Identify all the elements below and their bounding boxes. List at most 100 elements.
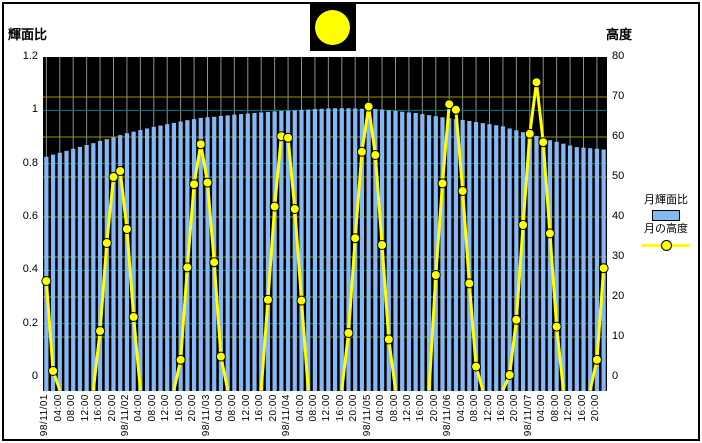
bar: [547, 140, 553, 391]
bar: [440, 117, 445, 392]
bar: [453, 119, 459, 391]
altitude-marker: [101, 238, 112, 248]
x-axis-label: 12:00: [482, 394, 494, 422]
altitude-line: [501, 82, 565, 391]
altitude-marker: [524, 128, 535, 139]
altitude-marker: [189, 179, 200, 190]
bar: [259, 112, 264, 391]
bar: [218, 115, 224, 391]
bar: [285, 110, 291, 391]
x-axis-label: 16:00: [173, 394, 185, 422]
left-axis-tick-label: 0.6: [22, 210, 38, 222]
x-axis-label: 08:00: [307, 394, 319, 422]
x-axis-label: 98/11/03: [200, 394, 212, 437]
bar: [494, 125, 499, 392]
left-axis-tick-label: 0.8: [22, 156, 38, 169]
x-axis-label: 12:00: [160, 394, 172, 422]
bar: [245, 113, 250, 392]
x-axis-label: 08:00: [227, 394, 239, 422]
bar: [232, 114, 237, 391]
altitude-marker: [511, 314, 522, 325]
legend-bar-label: 月輝面比: [644, 194, 688, 206]
x-axis-label: 98/11/06: [442, 394, 454, 437]
legend-bar-swatch: [652, 209, 680, 221]
bar: [44, 156, 49, 391]
bar: [366, 109, 371, 391]
x-axis-label: 20:00: [187, 394, 199, 422]
full-moon-icon: [315, 10, 350, 45]
bar: [426, 115, 432, 391]
altitude-marker: [430, 270, 441, 280]
x-axis-label: 98/11/02: [119, 394, 131, 437]
bar: [420, 114, 425, 392]
altitude-marker: [289, 204, 300, 214]
bar: [467, 121, 472, 391]
x-axis-label: 16:00: [93, 394, 105, 422]
altitude-marker: [215, 351, 226, 362]
bar: [178, 121, 183, 392]
altitude-marker: [377, 240, 388, 250]
x-axis-label: 16:00: [254, 394, 266, 422]
altitude-marker: [343, 328, 354, 338]
bar: [198, 117, 203, 392]
bar: [588, 148, 593, 391]
right-axis-tick-label: 40: [612, 210, 625, 222]
bar: [527, 134, 532, 392]
bar: [413, 113, 418, 391]
bar: [339, 108, 344, 391]
bar: [252, 113, 257, 391]
bar: [541, 137, 546, 391]
altitude-marker: [108, 172, 119, 182]
left-axis-tick-label: 0.4: [22, 263, 38, 276]
bar: [97, 141, 103, 391]
altitude-marker: [41, 276, 52, 286]
moon-icon-box: [310, 4, 356, 51]
altitude-marker: [128, 312, 139, 322]
bar: [91, 143, 96, 391]
right-axis-title: 高度: [606, 27, 633, 42]
legend: 月輝面比 月の高度: [630, 194, 702, 251]
bar: [151, 126, 156, 391]
x-axis-label: 16:00: [415, 394, 427, 422]
altitude-marker: [269, 201, 280, 212]
x-axis-label: 08:00: [388, 394, 400, 422]
bar: [473, 122, 479, 392]
x-axis-label: 20:00: [348, 394, 360, 422]
bar: [514, 130, 519, 392]
x-axis-label: 20:00: [589, 394, 601, 422]
left-axis-tick-label: 1.2: [22, 50, 38, 62]
x-axis-label: 20:00: [509, 394, 521, 422]
bar: [279, 110, 284, 391]
bar: [191, 119, 197, 391]
bar: [393, 110, 398, 391]
bar: [265, 111, 271, 391]
altitude-marker: [471, 361, 482, 372]
legend-line-sample: [642, 239, 690, 251]
bar: [272, 111, 277, 392]
bar: [64, 150, 69, 391]
bar: [406, 112, 412, 391]
bar: [507, 128, 512, 391]
bar: [574, 147, 579, 391]
bar: [84, 145, 89, 391]
x-axis-label: 98/11/05: [361, 394, 373, 437]
altitude-marker: [48, 366, 59, 376]
x-axis-label: 98/11/07: [522, 394, 534, 437]
altitude-marker: [457, 186, 468, 196]
altitude-marker: [202, 177, 213, 188]
bar: [306, 109, 311, 392]
altitude-marker: [296, 295, 307, 306]
altitude-marker: [464, 278, 475, 289]
x-axis-label: 04:00: [294, 394, 306, 422]
altitude-marker: [444, 99, 455, 110]
right-axis-tick-label: 20: [612, 290, 625, 302]
bar: [534, 135, 539, 391]
altitude-marker: [121, 224, 132, 234]
altitude-marker: [504, 370, 515, 380]
altitude-marker: [538, 137, 549, 148]
altitude-marker: [450, 104, 461, 115]
altitude-marker: [437, 178, 448, 189]
altitude-marker: [209, 257, 220, 268]
x-axis-label: 98/11/01: [39, 394, 51, 437]
